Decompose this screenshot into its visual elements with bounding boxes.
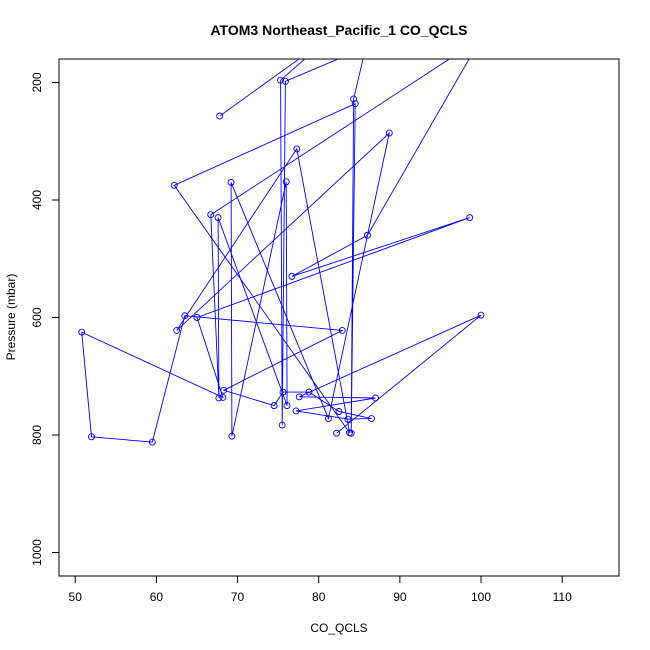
data-point — [227, 178, 235, 186]
data-point — [372, 394, 379, 402]
plot-frame — [58, 58, 620, 577]
chart-title: ATOM3 Northeast_Pacific_1 CO_QCLS — [210, 22, 467, 38]
data-point — [214, 214, 222, 222]
data-point — [283, 402, 291, 410]
data-point — [282, 178, 290, 186]
data-point — [148, 438, 156, 446]
data-point — [466, 214, 474, 222]
data-point — [220, 386, 228, 394]
data-point — [278, 421, 286, 429]
data-point — [324, 415, 332, 422]
x-tick-label: 60 — [150, 590, 164, 604]
data-point — [346, 429, 354, 437]
data-point — [293, 145, 301, 153]
y-axis: 200 400 600 800 1000 — [30, 72, 59, 566]
data-point — [277, 76, 285, 84]
series-line — [81, 59, 482, 443]
x-axis-label: CO_QCLS — [310, 621, 367, 635]
x-tick-label: 90 — [393, 590, 407, 604]
data-point — [478, 35, 484, 41]
data-point — [170, 181, 178, 189]
data-point — [279, 388, 287, 396]
data-point — [281, 77, 289, 85]
y-tick-label: 400 — [30, 190, 44, 210]
x-tick-label: 100 — [471, 590, 491, 604]
data-point — [288, 272, 296, 280]
y-tick-label: 800 — [30, 425, 44, 445]
data-point — [173, 326, 181, 334]
x-tick-label: 70 — [231, 590, 245, 604]
data-point — [477, 311, 485, 319]
data-point — [215, 394, 223, 402]
data-point — [216, 112, 224, 120]
data-point — [219, 393, 227, 401]
y-axis-label: Pressure (mbar) — [4, 274, 18, 361]
data-point — [88, 433, 95, 441]
y-tick-label: 1000 — [30, 539, 44, 566]
data-point — [78, 328, 86, 336]
x-tick-label: 50 — [69, 590, 83, 604]
data-point — [351, 100, 359, 108]
y-tick-label: 200 — [30, 72, 44, 92]
data-point — [363, 231, 371, 239]
data-point — [333, 429, 341, 437]
x-tick-label: 110 — [553, 590, 572, 604]
data-point — [193, 314, 201, 321]
data-point — [335, 408, 343, 415]
data-point — [350, 95, 358, 103]
data-point — [338, 326, 346, 334]
data-point — [228, 432, 236, 440]
data-series — [78, 35, 485, 446]
data-point — [181, 312, 189, 320]
data-point — [292, 407, 300, 415]
x-axis: 50 60 70 80 90 100 110 — [69, 576, 572, 604]
data-point — [207, 211, 215, 219]
data-point — [368, 415, 375, 422]
data-point — [363, 44, 369, 50]
data-point — [305, 388, 313, 396]
y-tick-label: 600 — [30, 307, 44, 327]
data-point — [295, 393, 303, 401]
data-point — [385, 129, 393, 137]
data-point — [344, 415, 352, 423]
x-tick-label: 80 — [312, 590, 326, 604]
data-point — [270, 402, 278, 410]
